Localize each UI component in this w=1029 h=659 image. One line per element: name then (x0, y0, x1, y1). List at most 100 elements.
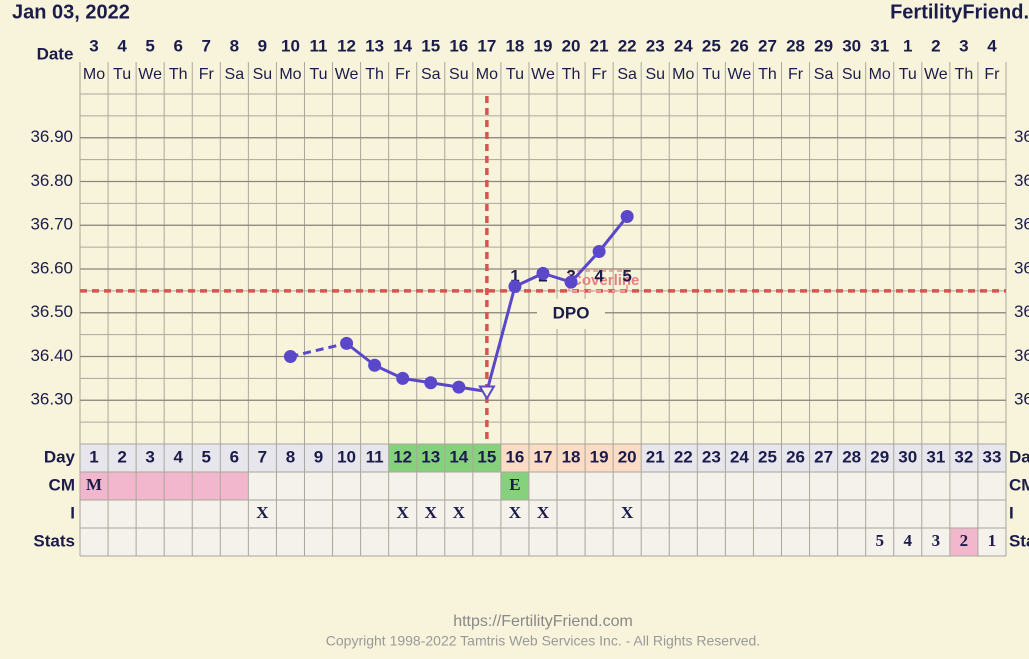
table-cell (500, 444, 529, 472)
table-cell (500, 528, 529, 556)
cell-text: 3 (145, 447, 154, 466)
table-cell (893, 500, 922, 528)
table-cell (977, 444, 1006, 472)
cell-text: X (425, 503, 438, 522)
date-label: 16 (449, 36, 468, 55)
table-cell (248, 444, 277, 472)
weekday-label: We (531, 66, 555, 83)
cell-text: X (509, 503, 522, 522)
cell-text: 12 (393, 447, 412, 466)
table-cell (669, 500, 698, 528)
y-tick-label-right: 36.70 (1014, 215, 1029, 234)
temperature-point (424, 376, 438, 390)
cell-text: 24 (730, 447, 749, 466)
table-cell (500, 500, 529, 528)
cell-text: 3 (932, 531, 941, 550)
date-label: 26 (730, 36, 749, 55)
table-cell (444, 528, 473, 556)
date-label: 12 (337, 36, 356, 55)
table-cell (725, 472, 754, 500)
table-cell (108, 528, 137, 556)
weekday-label: Th (365, 66, 384, 83)
table-cell (641, 500, 670, 528)
date-label: 5 (145, 36, 154, 55)
brand: FertilityFriend. (890, 1, 1029, 23)
weekday-label: Mo (476, 66, 498, 83)
y-tick-label-right: 36.80 (1014, 171, 1029, 190)
date-label: 4 (987, 36, 997, 55)
table-cell (136, 500, 165, 528)
y-tick-label: 36.50 (30, 302, 73, 321)
table-cell (332, 500, 361, 528)
table-cell (360, 444, 389, 472)
date-label: 29 (814, 36, 833, 55)
y-tick-label-right: 36.30 (1014, 390, 1029, 409)
weekday-label: Su (449, 66, 469, 83)
cell-text: X (537, 503, 550, 522)
table-cell (557, 528, 586, 556)
table-cell (725, 444, 754, 472)
table-cell (837, 528, 866, 556)
date-label: Date (37, 44, 74, 63)
table-cell (865, 472, 894, 500)
table-cell (444, 444, 473, 472)
table-cell (416, 472, 445, 500)
date-label: 19 (534, 36, 553, 55)
y-tick-label: 36.90 (30, 127, 73, 146)
table-cell (921, 528, 950, 556)
table-cell (809, 472, 838, 500)
y-tick-label: 36.30 (30, 390, 73, 409)
weekday-label: Th (169, 66, 188, 83)
table-cell (585, 472, 614, 500)
table-cell (276, 500, 305, 528)
temperature-point (592, 245, 606, 258)
table-cell (865, 500, 894, 528)
cell-text: 13 (421, 447, 440, 466)
table-cell (108, 444, 137, 472)
cell-text: 1 (89, 447, 98, 466)
table-cell (641, 472, 670, 500)
table-cell (949, 500, 978, 528)
table-cell (276, 444, 305, 472)
cell-text: 5 (202, 447, 211, 466)
y-tick-label-right: 36.50 (1014, 302, 1029, 321)
table-cell (444, 472, 473, 500)
y-tick-label: 36.60 (30, 258, 73, 277)
date-label: 25 (702, 36, 721, 55)
cell-text: 2 (960, 531, 969, 550)
table-cell (753, 528, 782, 556)
date-label: 7 (202, 36, 211, 55)
date-label: 30 (842, 36, 861, 55)
table-cell (192, 444, 221, 472)
row-label-right: I (1009, 503, 1014, 522)
table-cell (585, 528, 614, 556)
table-cell (332, 472, 361, 500)
dpo-number: 4 (594, 266, 604, 285)
date-label: 21 (590, 36, 609, 55)
table-cell (192, 528, 221, 556)
table-cell (136, 528, 165, 556)
weekday-label: Mo (83, 66, 105, 83)
table-cell (613, 472, 642, 500)
weekday-label: Tu (702, 66, 720, 83)
y-tick-label: 36.80 (30, 171, 73, 190)
table-cell (416, 500, 445, 528)
dpo-number: 1 (510, 266, 519, 285)
cell-text: 11 (366, 447, 384, 466)
table-cell (949, 528, 978, 556)
temperature-point (396, 371, 410, 385)
table-cell (557, 444, 586, 472)
weekday-label: We (335, 66, 359, 83)
cell-text: X (256, 503, 269, 522)
cell-text: 20 (618, 447, 637, 466)
weekday-label: Tu (309, 66, 327, 83)
table-cell (164, 472, 193, 500)
weekday-label: Sa (814, 66, 834, 83)
table-cell (893, 472, 922, 500)
table-cell (669, 528, 698, 556)
date-label: 22 (618, 36, 637, 55)
cell-text: 1 (988, 531, 997, 550)
table-cell (557, 500, 586, 528)
table-cell (80, 500, 109, 528)
cell-text: 27 (814, 447, 833, 466)
